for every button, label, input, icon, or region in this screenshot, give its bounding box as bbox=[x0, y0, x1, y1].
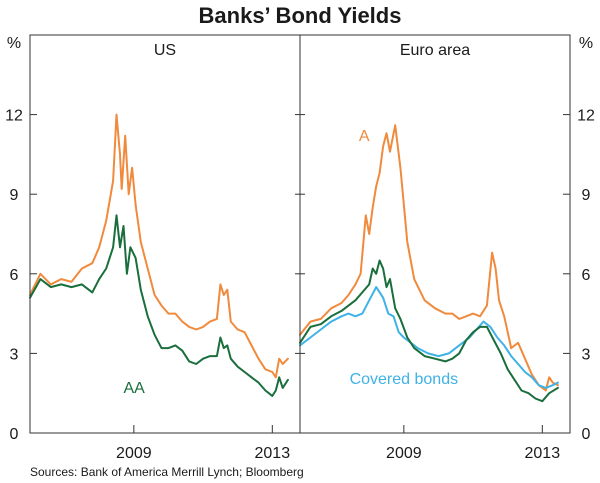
series-line-euro-area-covered-bonds bbox=[299, 286, 559, 389]
left-unit-label: % bbox=[7, 35, 21, 52]
y-tick-label-left: 12 bbox=[5, 108, 23, 125]
chart-title: Banks’ Bond Yields bbox=[199, 3, 402, 28]
y-tick-label-right: 9 bbox=[582, 187, 591, 204]
panel-title-us: US bbox=[154, 42, 176, 59]
y-tick-label-right: 0 bbox=[582, 426, 591, 443]
series-label-euro-area-a: A bbox=[359, 128, 370, 145]
y-tick-label-left: 0 bbox=[10, 426, 19, 443]
y-tick-label-left: 9 bbox=[10, 187, 19, 204]
x-tick-label: 2009 bbox=[386, 445, 422, 462]
panel-title-euro-area: Euro area bbox=[400, 42, 470, 59]
series-line-euro-area-aa bbox=[299, 259, 559, 403]
x-tick-label: 2013 bbox=[525, 445, 561, 462]
series-layer bbox=[29, 113, 559, 403]
series-line-euro-area-a bbox=[299, 124, 559, 392]
series-line-us-aa bbox=[29, 214, 289, 397]
y-tick-label-left: 6 bbox=[10, 267, 19, 284]
y-tick-label-right: 6 bbox=[582, 267, 591, 284]
source-note: Sources: Bank of America Merrill Lynch; … bbox=[30, 465, 304, 479]
x-tick-label: 2009 bbox=[116, 445, 152, 462]
series-label-euro-area-covered-bonds: Covered bonds bbox=[350, 371, 459, 388]
series-line-us-a bbox=[29, 113, 289, 379]
axis-layer: 0 0 3 3 6 6 9 9 12 12 2009 2013 2009 2013 bbox=[5, 108, 595, 462]
y-tick-label-right: 12 bbox=[577, 108, 595, 125]
series-label-us-aa: AA bbox=[123, 380, 145, 397]
right-unit-label: % bbox=[579, 35, 593, 52]
y-tick-label-right: 3 bbox=[582, 346, 591, 363]
y-tick-label-left: 3 bbox=[10, 346, 19, 363]
x-tick-label: 2013 bbox=[255, 445, 291, 462]
